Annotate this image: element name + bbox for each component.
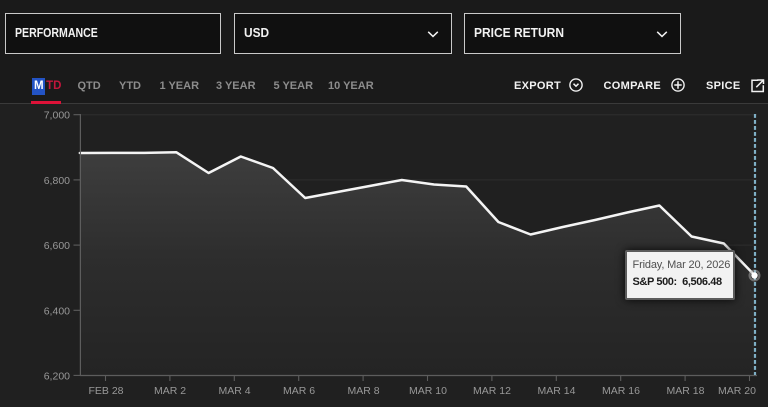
svg-text:MAR 6: MAR 6	[283, 385, 315, 397]
svg-text:6,200: 6,200	[44, 370, 70, 382]
svg-text:7,000: 7,000	[44, 110, 70, 122]
svg-text:MAR 16: MAR 16	[602, 385, 640, 397]
svg-text:MAR 8: MAR 8	[347, 385, 379, 397]
svg-text:MAR 4: MAR 4	[218, 385, 250, 397]
svg-text:6,800: 6,800	[44, 175, 70, 187]
svg-text:6,400: 6,400	[44, 305, 70, 317]
svg-text:MAR 2: MAR 2	[154, 385, 186, 397]
svg-text:MAR 14: MAR 14	[538, 385, 576, 397]
svg-text:MAR 12: MAR 12	[473, 385, 511, 397]
svg-text:MAR 18: MAR 18	[667, 385, 705, 397]
svg-text:6,600: 6,600	[44, 240, 70, 252]
svg-text:MAR 20: MAR 20	[718, 385, 756, 397]
svg-text:FEB 28: FEB 28	[88, 385, 123, 397]
svg-text:MAR 10: MAR 10	[409, 385, 447, 397]
